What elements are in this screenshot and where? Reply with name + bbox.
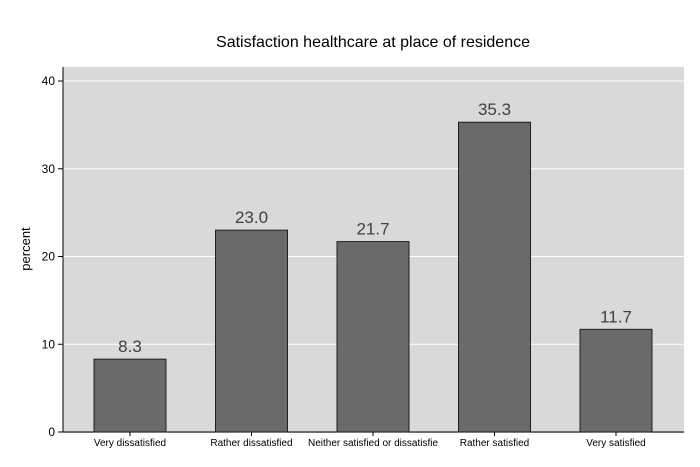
y-tick-label: 10 bbox=[42, 337, 56, 351]
bar-value-label: 23.0 bbox=[235, 208, 268, 227]
y-tick-label: 20 bbox=[42, 250, 56, 264]
y-axis-label: percent bbox=[18, 227, 33, 271]
bar-value-label: 11.7 bbox=[600, 307, 632, 326]
y-tick-label: 30 bbox=[42, 162, 56, 176]
bar bbox=[336, 241, 410, 433]
bar bbox=[215, 229, 288, 433]
bar bbox=[93, 358, 167, 433]
chart-title: Satisfaction healthcare at place of resi… bbox=[216, 34, 530, 51]
bars bbox=[93, 121, 653, 433]
value-labels: 8.3 23.0 21.7 35.3 11.7 bbox=[118, 100, 632, 356]
x-axis-ticks: Very dissatisfied Rather dissatisfied Neit… bbox=[94, 432, 646, 449]
bar-value-label: 8.3 bbox=[118, 337, 142, 356]
bar bbox=[579, 328, 653, 433]
x-tick-label: Rather satisfied bbox=[460, 438, 529, 449]
y-tick-label: 0 bbox=[48, 425, 55, 439]
x-tick-label: Rather dissatisfied bbox=[210, 438, 292, 449]
y-tick-label: 40 bbox=[42, 74, 56, 88]
bar-value-label: 35.3 bbox=[478, 100, 511, 119]
y-axis-ticks: 0 10 20 30 40 bbox=[42, 74, 63, 439]
bar bbox=[458, 121, 531, 433]
x-tick-label: Very dissatisfied bbox=[94, 438, 166, 449]
x-tick-label: Very satisfied bbox=[586, 438, 645, 449]
x-tick-label: Neither satisfied or dissatisfie bbox=[308, 438, 438, 449]
bar-value-label: 21.7 bbox=[356, 220, 389, 239]
